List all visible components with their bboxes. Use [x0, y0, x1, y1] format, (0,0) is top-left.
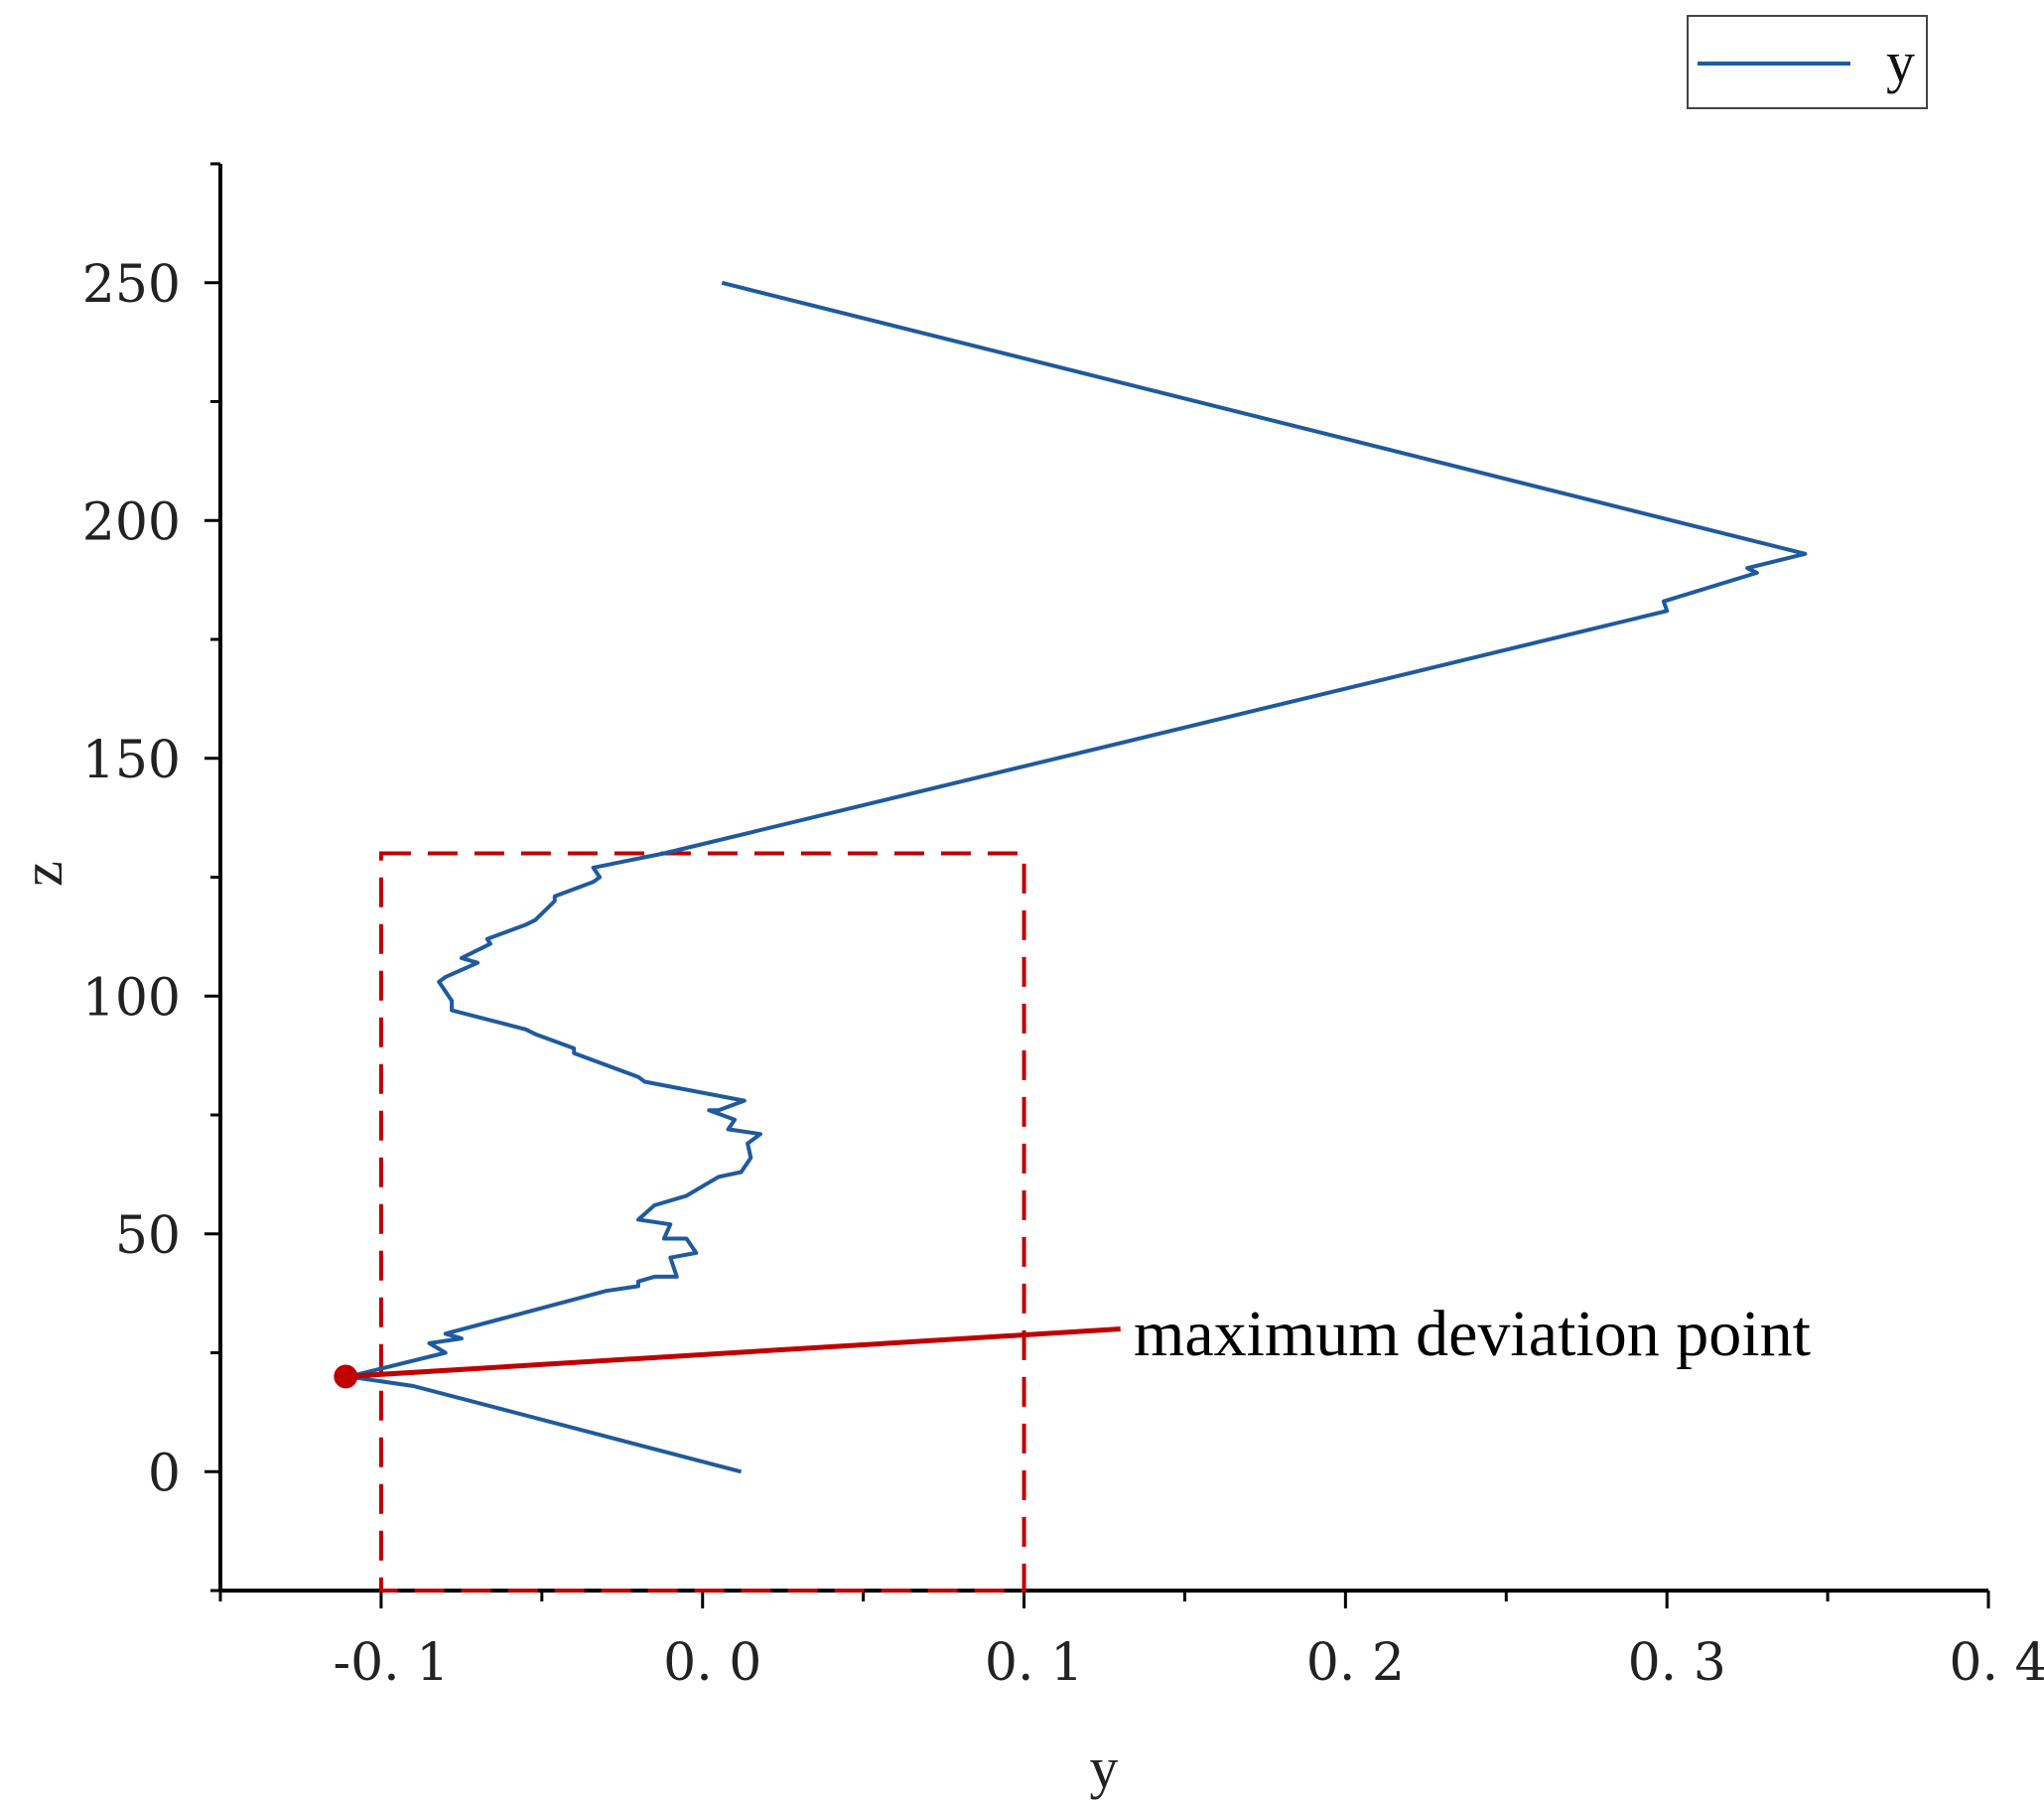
annotation-label: maximum deviation point: [1134, 1298, 1811, 1370]
x-ticks: -0. 1 0. 0 0. 1 0. 2 0. 3 0. 4: [218, 1591, 2044, 1693]
legend: y: [1687, 15, 1928, 109]
legend-label-y: y: [1886, 30, 1915, 94]
x-tick-label: 0. 1: [985, 1633, 1083, 1693]
y-tick-label: 50: [115, 1206, 181, 1266]
y-axis-title: z: [10, 861, 74, 887]
x-tick-label: 0. 0: [663, 1633, 761, 1693]
x-tick-label: 0. 2: [1306, 1633, 1405, 1693]
callout-line: [345, 1326, 1121, 1379]
x-tick-label: 0. 3: [1628, 1633, 1726, 1693]
series-line-y: [346, 280, 1808, 1474]
x-tick-label: 0. 4: [1949, 1633, 2044, 1693]
x-axis-title: y: [1090, 1736, 1119, 1800]
highlight-box: [378, 851, 1026, 1593]
y-tick-label: 200: [82, 492, 181, 552]
y-tick-label: 250: [82, 255, 181, 315]
y-tick-label: 0: [148, 1444, 181, 1503]
y-tick-label: 150: [82, 731, 181, 790]
y-tick-label: 100: [82, 968, 181, 1028]
y-ticks: 0 50 100 150 200 250: [82, 162, 220, 1593]
x-tick-label: -0. 1: [334, 1633, 450, 1693]
max-deviation-point: [334, 1364, 358, 1389]
